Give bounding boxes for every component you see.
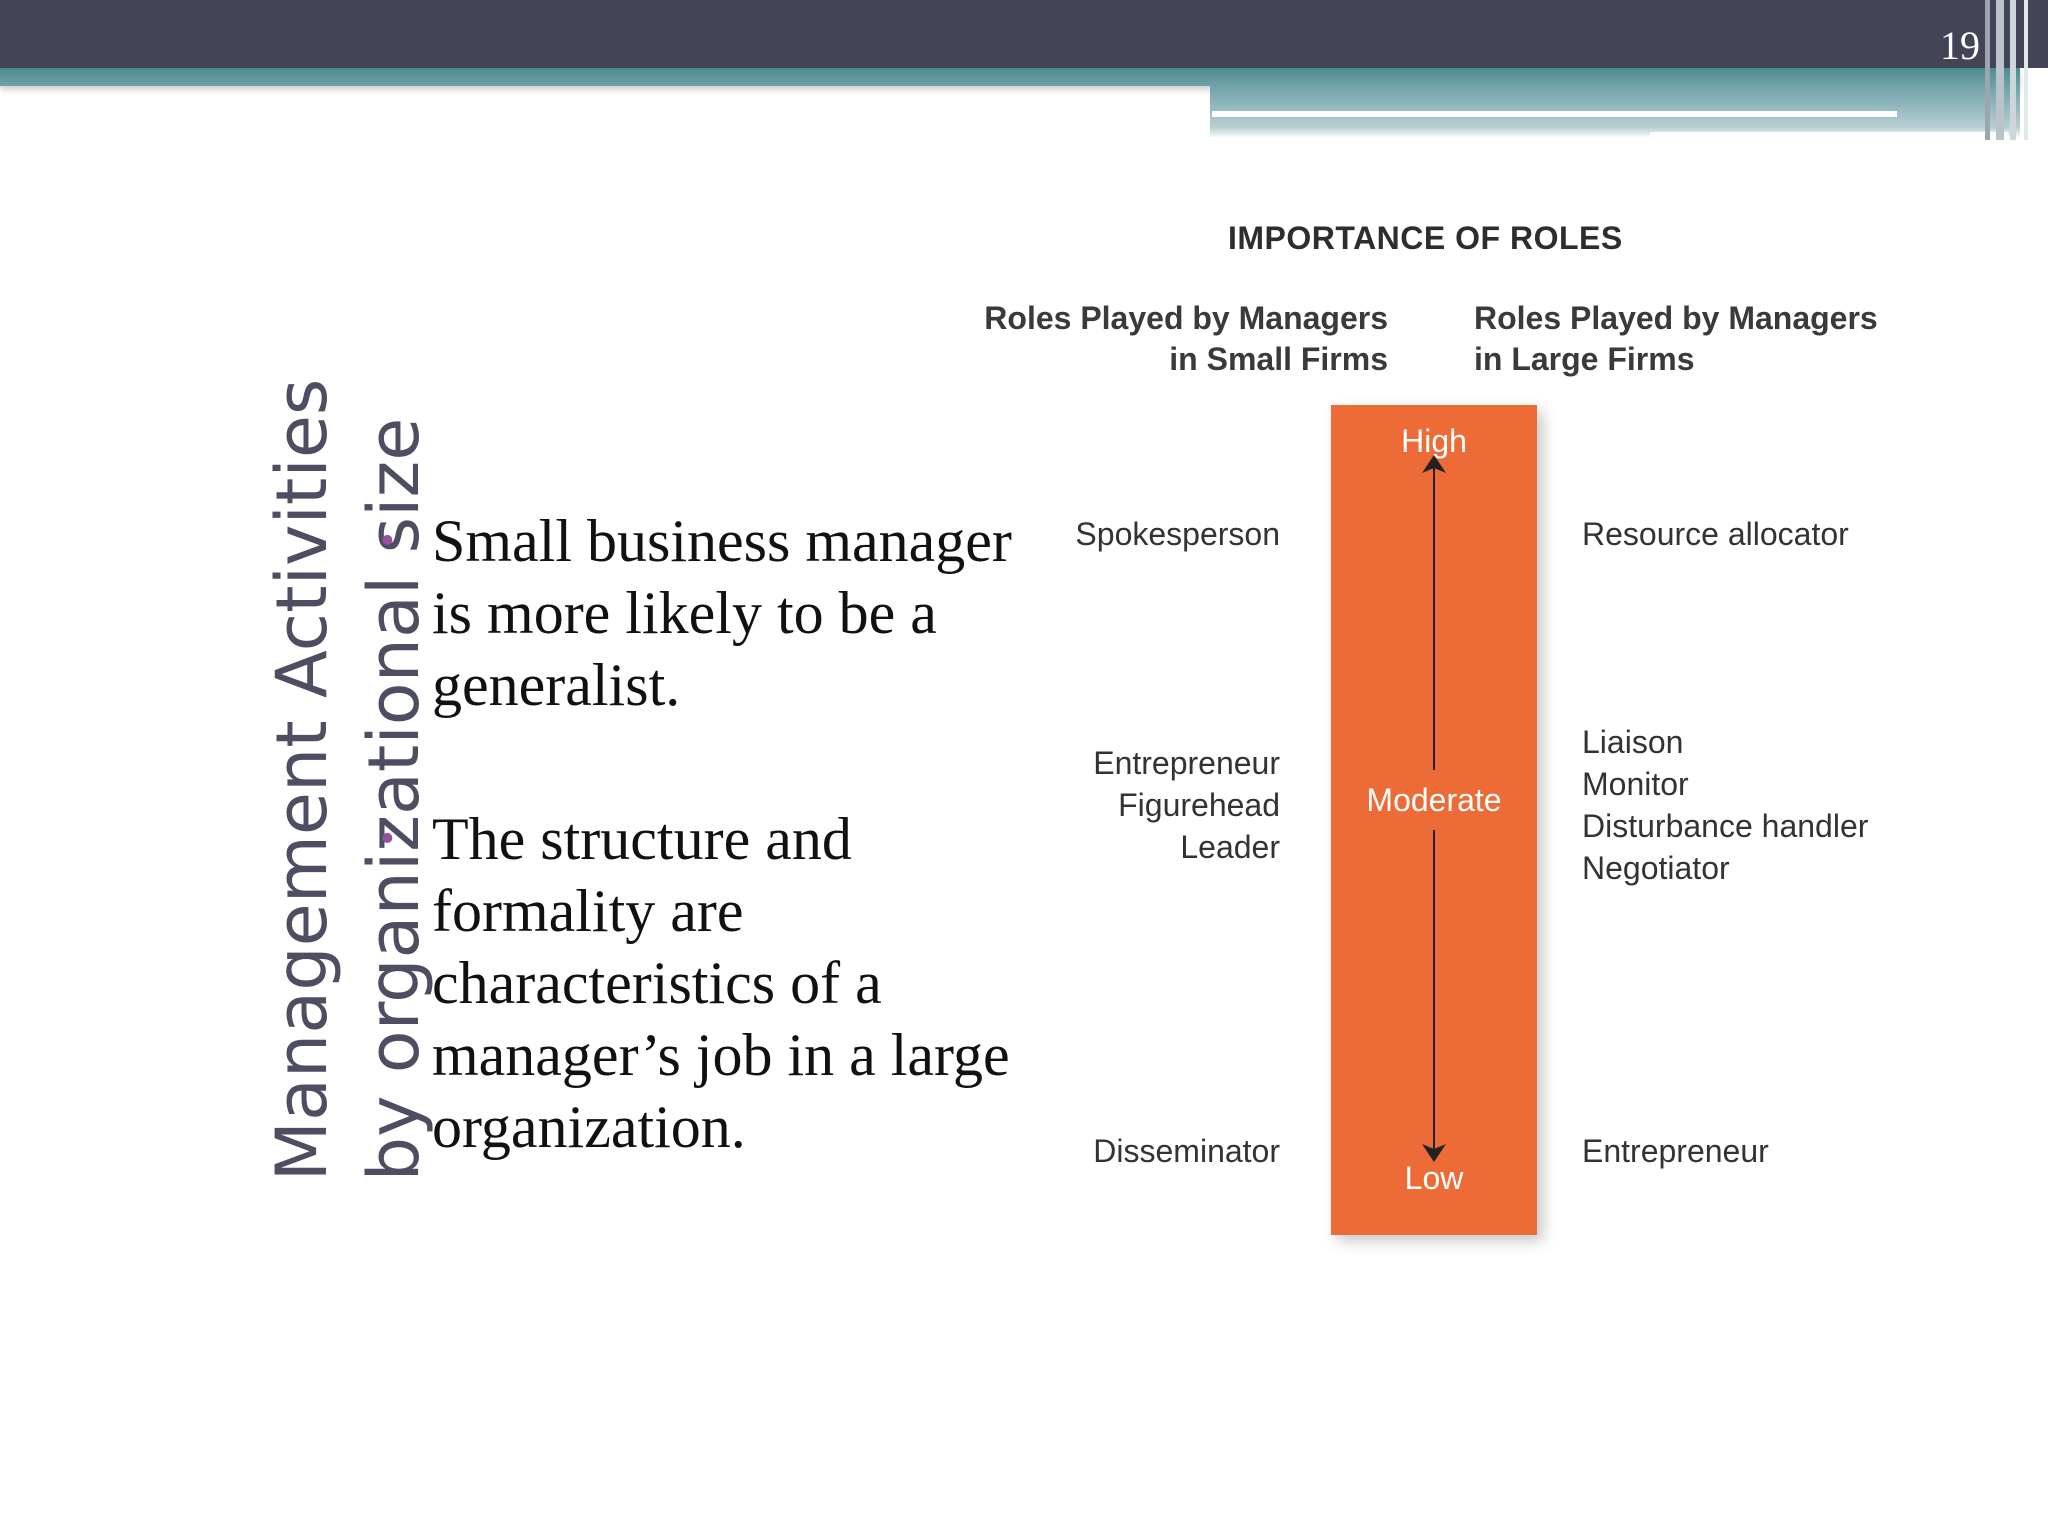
large-firms-header: Roles Played by Managers in Large Firms: [1474, 298, 1878, 380]
role-label: Entrepreneur: [1093, 745, 1280, 781]
small-firms-moderate-roles: Entrepreneur Figurehead Leader: [1093, 742, 1280, 868]
arrow-down-icon: [1422, 1144, 1446, 1162]
small-firms-header-line: Roles Played by Managers: [984, 300, 1388, 336]
large-firms-high-roles: Resource allocator: [1582, 513, 1849, 555]
bullet-list: • Small business manager is more likely …: [380, 505, 1060, 1245]
small-firms-high-roles: Spokesperson: [1075, 513, 1280, 555]
header-accent-band: [0, 68, 2020, 86]
role-label: Entrepreneur: [1582, 1133, 1769, 1169]
header-stripe: [1985, 0, 1990, 140]
header-divider-line: [1212, 111, 1897, 117]
header-divider-line: [1650, 132, 2008, 138]
role-label: Liaison: [1582, 724, 1684, 760]
bullet-text: Small business manager is more likely to…: [432, 508, 1012, 718]
large-firms-header-line: Roles Played by Managers: [1474, 300, 1878, 336]
slide-number: 19: [1940, 23, 1980, 68]
bullet-icon: •: [380, 816, 395, 862]
scale-low-label: Low: [1404, 1160, 1464, 1196]
header-stripe: [1996, 0, 2004, 140]
header-stripe: [2010, 0, 2016, 140]
header-bar: [0, 0, 2048, 68]
small-firms-header: Roles Played by Managers in Small Firms: [984, 298, 1388, 380]
bullet-icon: •: [380, 518, 395, 564]
role-label: Figurehead: [1118, 787, 1280, 823]
bullet-item: • The structure and formality are charac…: [380, 803, 1060, 1163]
header-stripe: [2024, 0, 2028, 140]
double-arrow-icon: [1422, 455, 1446, 1162]
large-firms-moderate-roles: Liaison Monitor Disturbance handler Nego…: [1582, 721, 1868, 889]
large-firms-header-line: in Large Firms: [1474, 341, 1695, 377]
role-label: Spokesperson: [1075, 516, 1280, 552]
large-firms-low-roles: Entrepreneur: [1582, 1130, 1769, 1172]
small-firms-low-roles: Disseminator: [1093, 1130, 1280, 1172]
diagram-heading: IMPORTANCE OF ROLES: [1228, 220, 1623, 256]
role-label: Leader: [1180, 829, 1280, 865]
bullet-item: • Small business manager is more likely …: [380, 505, 1060, 721]
small-firms-header-line: in Small Firms: [1169, 341, 1388, 377]
role-label: Monitor: [1582, 766, 1689, 802]
role-label: Negotiator: [1582, 850, 1730, 886]
arrow-up-icon: [1422, 455, 1446, 473]
role-label: Disseminator: [1093, 1133, 1280, 1169]
scale-high-label: High: [1401, 423, 1467, 459]
bullet-text: The structure and formality are characte…: [432, 806, 1010, 1160]
role-label: Resource allocator: [1582, 516, 1849, 552]
role-label: Disturbance handler: [1582, 808, 1869, 844]
scale-moderate-label: Moderate: [1331, 782, 1537, 819]
